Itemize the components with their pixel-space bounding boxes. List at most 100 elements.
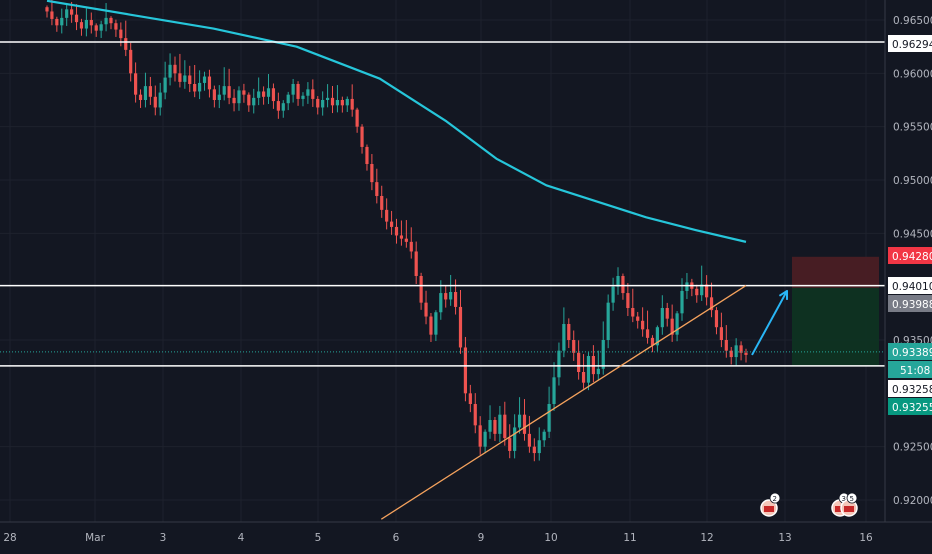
candle-body <box>552 377 556 404</box>
candle-body <box>316 98 320 108</box>
event-badge-1[interactable]: 2 <box>760 492 781 517</box>
candle-body <box>409 241 413 252</box>
svg-text:0.94280: 0.94280 <box>892 251 932 263</box>
candle-body <box>636 316 640 321</box>
candle-body <box>665 308 669 319</box>
time-tick-label: 5 <box>315 532 322 544</box>
price-axis[interactable]: 0.965000.960000.955000.950000.945000.935… <box>884 0 932 522</box>
candle-body <box>468 393 472 404</box>
candle-body <box>79 22 84 29</box>
candle-body <box>385 209 389 222</box>
svg-text:0.93255: 0.93255 <box>892 402 932 414</box>
candle-body <box>45 7 49 12</box>
candle-body <box>380 196 384 210</box>
candle-body <box>399 235 404 239</box>
candle-body <box>567 324 571 340</box>
candle-body <box>449 292 453 300</box>
candle-body <box>193 84 197 92</box>
candle-body <box>508 438 512 451</box>
candle-body <box>645 329 650 338</box>
candle-body <box>247 94 251 106</box>
label-entry: 0.93988 <box>888 295 932 312</box>
candle-body <box>143 86 148 100</box>
candle-body <box>197 82 202 92</box>
candle-body <box>458 306 463 348</box>
candle-body <box>424 302 428 317</box>
candle-body <box>252 97 256 106</box>
candle-body <box>242 90 246 95</box>
candle-body <box>109 17 113 24</box>
candle-body <box>286 94 290 104</box>
candle-body <box>330 97 335 106</box>
svg-text:0.94010: 0.94010 <box>892 281 932 293</box>
candle-body <box>375 182 379 196</box>
candle-body <box>212 89 216 100</box>
drawings-group <box>380 285 788 520</box>
candle-body <box>153 96 157 108</box>
candle-body <box>222 86 226 95</box>
candle-body <box>498 414 502 434</box>
candle-body <box>301 95 305 99</box>
time-tick-label: 4 <box>238 532 245 544</box>
candle-body <box>463 347 468 394</box>
candle-body <box>70 9 74 15</box>
label-level-mid: 0.94010 <box>888 277 932 294</box>
candle-body <box>65 9 69 18</box>
candle-body <box>503 414 507 439</box>
projection-arrow-head <box>778 289 788 300</box>
time-tick-label: 9 <box>478 532 485 544</box>
time-tick-label: 16 <box>859 532 873 544</box>
candle-body <box>439 293 443 313</box>
candle-body <box>311 89 315 99</box>
candle-body <box>513 427 517 451</box>
candle-body <box>537 440 541 454</box>
candle-body <box>291 84 295 95</box>
candle-body <box>89 20 93 26</box>
candle-body <box>719 327 723 340</box>
candle-body <box>581 372 586 383</box>
candle-body <box>705 284 709 298</box>
candle-body <box>631 308 635 317</box>
label-countdown: 51:08 <box>888 361 932 378</box>
event-badge-3[interactable]: 5 <box>840 492 858 517</box>
candle-body <box>84 20 88 29</box>
candle-body <box>188 75 192 84</box>
moving-average-line[interactable] <box>46 0 747 243</box>
candle-body <box>370 164 374 183</box>
candle-body <box>660 308 664 328</box>
candle-body <box>281 103 285 111</box>
candle-body <box>547 404 551 432</box>
stop-loss-zone[interactable] <box>792 256 879 288</box>
projection-arrow-shaft[interactable] <box>751 290 788 356</box>
candle-body <box>729 350 733 358</box>
candle-body <box>542 431 546 441</box>
candle-body <box>74 14 79 23</box>
candle-body <box>365 146 369 164</box>
candle-body <box>517 414 522 428</box>
candle-body <box>217 94 221 100</box>
time-axis[interactable]: 28 Mar 3 4 5 6 9 10 11 12 13 16 <box>0 521 932 544</box>
grid-lines <box>0 0 885 522</box>
candle-body <box>562 324 566 351</box>
candle-body <box>680 290 684 314</box>
candle-body <box>606 302 610 340</box>
candle-body <box>621 276 625 294</box>
candle-body <box>522 414 527 434</box>
candle-body <box>129 49 133 74</box>
candle-body <box>714 310 719 328</box>
candle-body <box>350 98 354 110</box>
take-profit-zone[interactable] <box>792 287 879 366</box>
ascending-trendline[interactable] <box>380 285 747 520</box>
candle-body <box>173 64 177 74</box>
candle-body <box>577 352 581 372</box>
moving-average-group <box>46 0 747 243</box>
candle-body <box>734 345 738 358</box>
candle-body <box>355 109 359 127</box>
candle-body <box>114 23 118 30</box>
candle-body <box>99 24 103 31</box>
